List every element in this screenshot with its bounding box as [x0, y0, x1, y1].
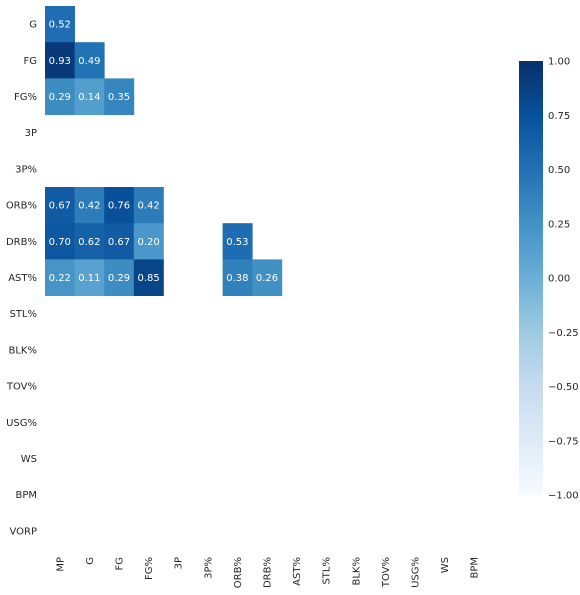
x-tick-label: 3P	[174, 557, 185, 569]
cell-value-label: 0.67	[108, 237, 130, 248]
heatmap-cell	[222, 259, 253, 296]
x-tick-label: ORB%	[233, 557, 244, 588]
cell-value-label: 0.35	[108, 92, 130, 103]
x-tick-label: AST%	[292, 557, 303, 586]
x-tick-label: USG%	[411, 557, 422, 588]
cell-value-label: 0.22	[49, 273, 71, 284]
y-tick-label: ORB%	[6, 201, 37, 212]
y-tick-label: STL%	[9, 309, 37, 320]
colorbar-tick-label: 0.75	[548, 111, 570, 122]
cell-value-label: 0.52	[49, 20, 71, 31]
x-axis-tick-labels: MP G FG FG% 3P 3P% ORB% DRB% AST% STL% BLK% TOV% USG…	[55, 557, 480, 588]
heatmap-cell	[104, 259, 135, 296]
cell-value-label: 0.38	[226, 273, 248, 284]
heatmap-cell	[74, 259, 105, 296]
heatmap-cell-labels: 0.52 0.93 0.49 0.29 0.14 0.35 0.67 0.42 0.76 0.42…	[49, 20, 278, 284]
cell-value-label: 0.42	[137, 201, 159, 212]
heatmap-cell	[133, 187, 164, 224]
cell-value-label: 0.11	[78, 273, 100, 284]
heatmap-cell	[45, 259, 75, 296]
y-tick-label: VORP	[9, 526, 37, 537]
x-tick-label: BLK%	[351, 557, 362, 586]
cell-value-label: 0.26	[256, 273, 278, 284]
colorbar-tick-label: −0.25	[548, 328, 579, 339]
heatmap-cells	[45, 6, 283, 296]
colorbar-tick-labels: 1.00 0.75 0.50 0.25 0.00 −0.25 −0.50 −0.75 −1.00	[548, 57, 579, 502]
x-tick-label: G	[85, 557, 96, 565]
heatmap-cell	[74, 42, 105, 79]
heatmap-cell	[74, 78, 105, 115]
colorbar-tick-label: −0.75	[548, 436, 579, 447]
x-tick-label: TOV%	[381, 557, 392, 588]
y-tick-label: BPM	[15, 490, 37, 501]
heatmap-cell	[74, 187, 105, 224]
heatmap-cell	[45, 42, 75, 79]
y-tick-label: TOV%	[6, 382, 37, 393]
cell-value-label: 0.42	[78, 201, 100, 212]
colorbar-tick-label: −1.00	[548, 491, 579, 502]
cell-value-label: 0.85	[137, 273, 159, 284]
heatmap-cell	[45, 6, 75, 43]
heatmap-cell	[133, 223, 164, 260]
x-tick-label: FG%	[144, 557, 155, 580]
y-tick-label: FG%	[14, 92, 37, 103]
cell-value-label: 0.70	[49, 237, 71, 248]
cell-value-label: 0.29	[49, 92, 71, 103]
heatmap-cell	[45, 78, 75, 115]
heatmap-cell	[104, 78, 135, 115]
x-tick-label: WS	[440, 557, 451, 573]
y-tick-label: 3P	[25, 128, 37, 139]
heatmap-cell	[104, 187, 135, 224]
colorbar-tick-label: 1.00	[548, 57, 570, 68]
x-tick-label: FG	[115, 557, 126, 571]
y-tick-label: AST%	[8, 273, 37, 284]
y-tick-label: G	[29, 20, 37, 31]
x-tick-label: STL%	[322, 557, 333, 585]
y-tick-label: 3P%	[15, 164, 37, 175]
cell-value-label: 0.29	[108, 273, 130, 284]
cell-value-label: 0.20	[137, 237, 159, 248]
heatmap-cell	[74, 223, 105, 260]
cell-value-label: 0.49	[78, 56, 100, 67]
cell-value-label: 0.14	[78, 92, 100, 103]
heatmap-cell	[45, 223, 75, 260]
colorbar-tick-label: −0.50	[548, 382, 579, 393]
x-tick-label: MP	[55, 557, 66, 572]
cell-value-label: 0.93	[49, 56, 71, 67]
colorbar-tick-label: 0.50	[548, 165, 570, 176]
colorbar-tick-label: 0.25	[548, 219, 570, 230]
cell-value-label: 0.76	[108, 201, 130, 212]
x-tick-label: BPM	[470, 557, 481, 579]
colorbar	[519, 61, 543, 495]
y-axis-tick-labels: G FG FG% 3P 3P% ORB% DRB% AST% STL% BLK% TOV% USG% W…	[6, 20, 37, 538]
heatmap-cell	[104, 223, 135, 260]
y-tick-label: USG%	[6, 418, 37, 429]
heatmap-cell	[252, 259, 283, 296]
x-tick-label: DRB%	[263, 557, 274, 588]
y-tick-label: FG	[23, 56, 37, 67]
heatmap-cell	[45, 187, 75, 224]
heatmap-cell	[222, 223, 253, 260]
y-tick-label: BLK%	[9, 345, 38, 356]
cell-value-label: 0.62	[78, 237, 100, 248]
cell-value-label: 0.67	[49, 201, 71, 212]
heatmap-cell	[133, 259, 164, 296]
colorbar-tick-label: 0.00	[548, 274, 570, 285]
y-tick-label: WS	[21, 454, 37, 465]
cell-value-label: 0.53	[226, 237, 248, 248]
y-tick-label: DRB%	[6, 237, 37, 248]
x-tick-label: 3P%	[203, 557, 214, 579]
